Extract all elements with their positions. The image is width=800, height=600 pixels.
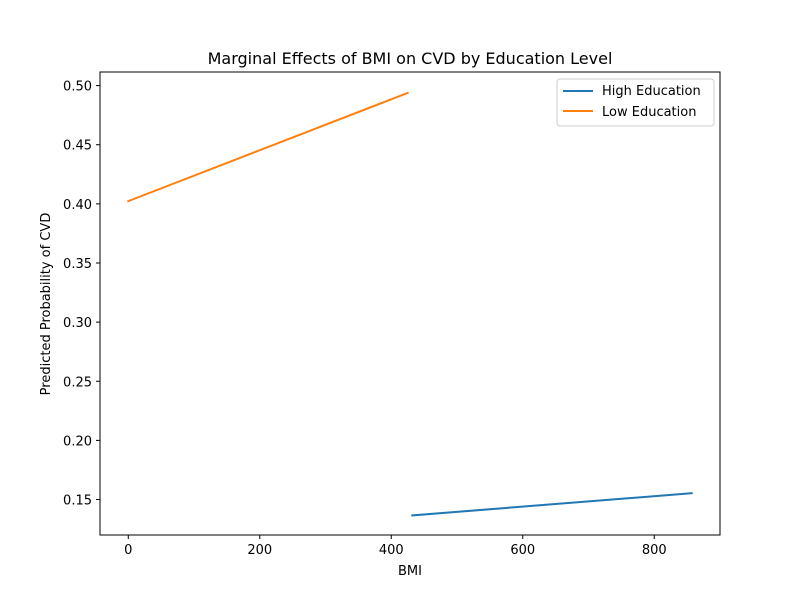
x-tick-label: 400 — [379, 543, 404, 558]
series-line-high-education — [411, 492, 693, 517]
y-tick-label: 0.30 — [63, 316, 92, 331]
legend-label-high-education: High Education — [602, 84, 701, 99]
series-line-low-education — [126, 91, 409, 203]
y-tick-label: 0.25 — [63, 375, 92, 390]
chart-title: Marginal Effects of BMI on CVD by Educat… — [208, 49, 613, 68]
y-tick-label: 0.35 — [63, 257, 92, 272]
legend-label-low-education: Low Education — [602, 105, 696, 120]
x-tick-label: 800 — [642, 543, 667, 558]
y-tick-label: 0.40 — [63, 198, 92, 213]
y-tick-label: 0.20 — [63, 434, 92, 449]
x-axis-title: BMI — [398, 564, 422, 579]
y-tick-label: 0.45 — [63, 139, 92, 154]
plot-area: 0 200 400 600 800 0.15 0.20 0.25 0.30 0.35 0.40 0.4… — [63, 71, 721, 558]
x-tick-label: 200 — [247, 543, 272, 558]
x-tick-label: 0 — [124, 543, 132, 558]
axes-frame — [99, 71, 721, 536]
y-tick-label: 0.50 — [63, 80, 92, 95]
x-tick-label: 600 — [510, 543, 535, 558]
y-tick-label: 0.15 — [63, 494, 92, 509]
legend-box — [556, 78, 715, 127]
legend: High Education Low Education — [556, 78, 715, 127]
y-axis-title: Predicted Probability of CVD — [39, 213, 54, 396]
